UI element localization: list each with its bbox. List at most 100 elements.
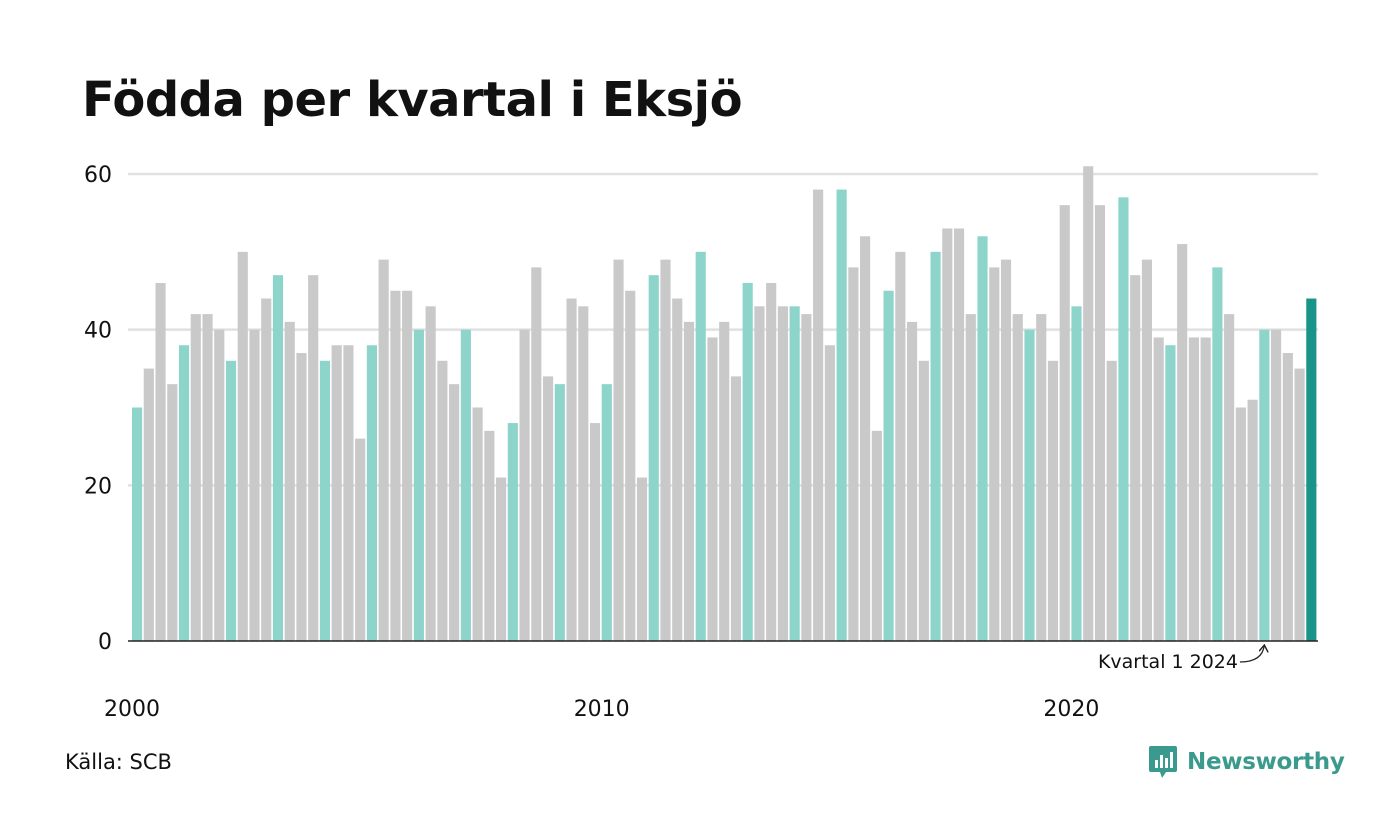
- bar: [484, 430, 495, 641]
- bar: [132, 407, 143, 641]
- source-note: Källa: SCB: [65, 750, 172, 774]
- bar: [566, 298, 577, 641]
- bar: [1118, 197, 1129, 641]
- bar: [965, 314, 976, 641]
- axes: 0 20 40 60 2000 2010 2020: [84, 163, 1318, 722]
- bar: [554, 384, 565, 641]
- bar: [1224, 314, 1235, 641]
- bar: [1083, 166, 1094, 641]
- bar: [589, 423, 601, 641]
- bar: [308, 275, 319, 641]
- y-tick-label: 0: [98, 630, 112, 655]
- bar: [472, 407, 483, 641]
- bar: [531, 267, 542, 641]
- x-tick-label: 2020: [1043, 697, 1099, 722]
- bar: [683, 321, 695, 641]
- bar: [319, 360, 331, 641]
- bar: [496, 477, 507, 641]
- brand-logo: Newsworthy: [1148, 744, 1345, 780]
- bar: [214, 329, 225, 641]
- bar: [225, 360, 237, 641]
- bar: [1294, 368, 1305, 641]
- bar: [1012, 314, 1023, 641]
- bar: [425, 306, 436, 641]
- bar: [1036, 314, 1047, 641]
- bar: [813, 189, 824, 641]
- bar: [824, 345, 835, 641]
- bar: [1071, 306, 1082, 641]
- bar: [178, 345, 190, 641]
- bar: [390, 290, 401, 641]
- bar: [1000, 259, 1012, 641]
- annotation-arrow: [1239, 645, 1264, 663]
- bar: [766, 282, 777, 641]
- bar: [296, 353, 307, 641]
- brand-name: Newsworthy: [1187, 749, 1345, 775]
- bar: [883, 290, 894, 641]
- bar: [1306, 298, 1317, 641]
- bar: [613, 259, 624, 641]
- bar: [272, 275, 284, 641]
- bar: [742, 282, 753, 641]
- bar: [507, 423, 518, 641]
- bar: [143, 368, 154, 641]
- bar: [355, 438, 366, 641]
- bar: [190, 314, 201, 641]
- bar: [660, 259, 671, 641]
- bar: [1106, 360, 1117, 641]
- bar: [625, 290, 636, 641]
- bar: [1141, 259, 1152, 641]
- bar: [907, 321, 918, 641]
- bar: [1235, 407, 1246, 641]
- x-tick-label: 2000: [104, 697, 160, 722]
- bar: [167, 384, 178, 641]
- newsworthy-logo-icon: [1149, 746, 1177, 778]
- bar: [707, 337, 718, 641]
- bar: [284, 321, 295, 641]
- bar: [1059, 205, 1070, 641]
- bar: [331, 345, 342, 641]
- bar: [1094, 205, 1106, 641]
- bar: [1271, 329, 1282, 641]
- bar: [601, 384, 612, 641]
- bar: [1130, 275, 1141, 641]
- bar: [378, 259, 389, 641]
- bar: [953, 228, 965, 642]
- bar: [730, 376, 742, 641]
- bar: [1153, 337, 1164, 641]
- bar: [648, 275, 659, 641]
- bar: [1177, 244, 1188, 642]
- bar: [636, 477, 648, 641]
- bar: [977, 236, 988, 641]
- bar: [918, 360, 929, 641]
- bar: [1024, 329, 1035, 641]
- bar: [1165, 345, 1176, 641]
- bar: [402, 290, 413, 641]
- bar: [578, 306, 589, 641]
- annotation: Kvartal 1 2024: [1098, 645, 1264, 673]
- bars: [132, 166, 1317, 642]
- bar: [989, 267, 1000, 641]
- bar: [777, 306, 788, 641]
- bar: [1212, 267, 1223, 641]
- bar: [343, 345, 354, 641]
- bar: [695, 251, 706, 641]
- bar: [895, 251, 906, 641]
- bar: [848, 267, 859, 641]
- bar: [871, 430, 882, 641]
- bar: [155, 282, 166, 641]
- bar: [754, 306, 765, 641]
- bar: [1282, 353, 1293, 641]
- bar: [519, 329, 530, 641]
- bar: [1188, 337, 1199, 641]
- bar: [261, 298, 272, 641]
- bar: [460, 329, 471, 641]
- bar: [249, 329, 260, 641]
- bar: [836, 189, 847, 641]
- y-tick-label: 40: [84, 319, 112, 344]
- bar: [1047, 360, 1059, 641]
- bar: [942, 228, 953, 642]
- annotation-label: Kvartal 1 2024: [1098, 651, 1238, 673]
- bar: [366, 345, 377, 641]
- bar: [1200, 337, 1211, 641]
